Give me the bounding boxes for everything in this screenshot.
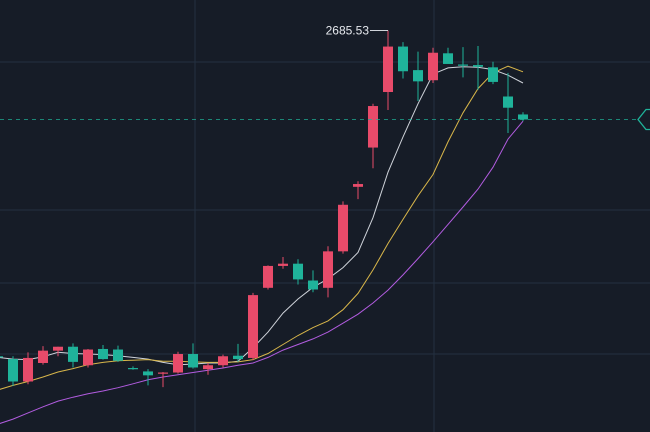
candle[interactable] <box>473 46 483 90</box>
candle-body <box>158 372 168 374</box>
price-tag-marker[interactable] <box>637 108 650 131</box>
candle-body <box>488 67 498 82</box>
candle-body <box>0 356 3 358</box>
candle-body <box>38 350 48 363</box>
candle-body <box>263 265 273 288</box>
candle[interactable] <box>413 51 423 101</box>
candle-body <box>218 356 228 366</box>
candle[interactable] <box>158 371 168 388</box>
candle-body <box>188 354 198 368</box>
candle-body <box>53 346 63 351</box>
candle[interactable] <box>173 351 183 374</box>
candle-body <box>83 349 93 366</box>
candle[interactable] <box>353 181 363 200</box>
candle[interactable] <box>308 270 318 293</box>
candle-body <box>368 106 378 148</box>
candle-body <box>338 204 348 252</box>
candle-body <box>398 46 408 72</box>
candle[interactable] <box>368 103 378 169</box>
candle[interactable] <box>8 356 18 386</box>
candle[interactable] <box>248 292 258 361</box>
candle[interactable] <box>323 246 333 298</box>
candle-body <box>518 114 528 120</box>
candle[interactable] <box>428 47 438 84</box>
candle[interactable] <box>293 259 303 285</box>
candle-body <box>143 371 153 376</box>
ma-line-2 <box>0 65 524 390</box>
candle-body <box>278 263 288 266</box>
candle-body <box>8 359 18 382</box>
candle[interactable] <box>443 47 453 64</box>
candle-body <box>473 65 483 67</box>
last-price-marker <box>0 108 650 131</box>
candle[interactable] <box>128 366 138 370</box>
candle-body <box>98 348 108 360</box>
candle-body <box>413 70 423 82</box>
candle[interactable] <box>83 348 93 368</box>
candle-body <box>113 349 123 361</box>
candle[interactable] <box>203 362 213 375</box>
candle-body <box>323 251 333 288</box>
candle-body <box>383 46 393 93</box>
candle[interactable] <box>503 72 513 133</box>
candle-body <box>458 64 468 66</box>
candle-body <box>203 365 213 370</box>
candle[interactable] <box>338 201 348 254</box>
candle-body <box>503 96 513 108</box>
candle[interactable] <box>113 345 123 362</box>
candle-body <box>68 346 78 362</box>
candles[interactable] <box>0 30 528 388</box>
candle[interactable] <box>188 343 198 369</box>
candle-body <box>443 53 453 64</box>
candle-body <box>353 184 363 187</box>
candle[interactable] <box>23 352 33 385</box>
candle-body <box>233 355 243 360</box>
candle[interactable] <box>398 42 408 79</box>
candle[interactable] <box>278 256 288 269</box>
annotations: 2685.53 <box>326 24 388 38</box>
candle[interactable] <box>218 354 228 368</box>
ma-line-3 <box>0 120 524 424</box>
candle-body <box>23 357 33 382</box>
candle[interactable] <box>0 353 3 359</box>
candle-body <box>173 354 183 373</box>
candle[interactable] <box>263 265 273 290</box>
candle-body <box>293 263 303 280</box>
candle[interactable] <box>383 30 393 110</box>
candle-body <box>308 280 318 290</box>
candle[interactable] <box>143 369 153 386</box>
candle[interactable] <box>98 345 108 360</box>
candle[interactable] <box>233 343 243 362</box>
candle[interactable] <box>488 61 498 85</box>
candle[interactable] <box>38 346 48 365</box>
candle[interactable] <box>53 346 63 357</box>
candle[interactable] <box>458 47 468 78</box>
high-annotation-label: 2685.53 <box>326 24 370 38</box>
candle[interactable] <box>68 343 78 368</box>
candle-body <box>428 52 438 81</box>
candle-body <box>248 295 258 358</box>
candle-body <box>128 368 138 370</box>
